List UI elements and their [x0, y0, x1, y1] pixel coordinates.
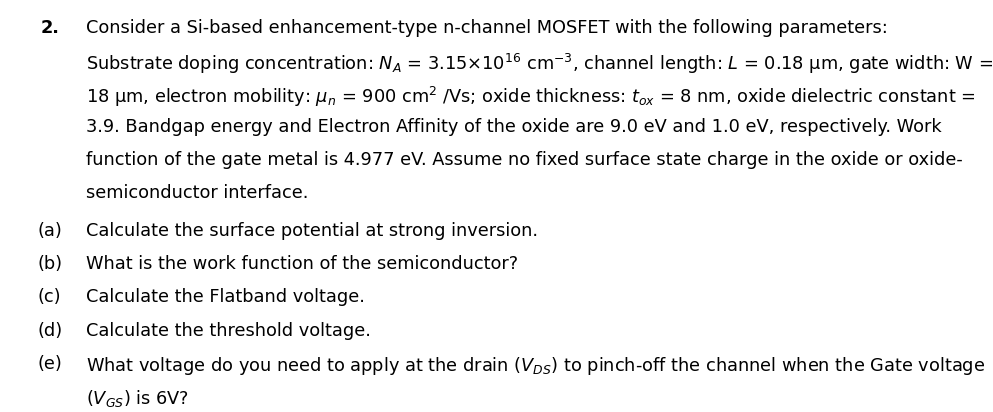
Text: function of the gate metal is 4.977 eV. Assume no fixed surface state charge in : function of the gate metal is 4.977 eV. … [85, 151, 962, 169]
Text: 3.9. Bandgap energy and Electron Affinity of the oxide are 9.0 eV and 1.0 eV, re: 3.9. Bandgap energy and Electron Affinit… [85, 118, 941, 136]
Text: What voltage do you need to apply at the drain ($V_{DS}$) to pinch-off the chann: What voltage do you need to apply at the… [85, 355, 985, 377]
Text: 2.: 2. [41, 19, 60, 37]
Text: Substrate doping concentration: $N_A$ = 3.15×10$^{16}$ cm$^{-3}$, channel length: Substrate doping concentration: $N_A$ = … [85, 52, 993, 76]
Text: (b): (b) [37, 255, 63, 274]
Text: ($V_{GS}$) is 6V?: ($V_{GS}$) is 6V? [85, 388, 189, 409]
Text: 18 μm, electron mobility: $\mu_n$ = 900 cm$^2$ /Vs; oxide thickness: $t_{ox}$ = : 18 μm, electron mobility: $\mu_n$ = 900 … [85, 85, 975, 109]
Text: (c): (c) [37, 288, 61, 307]
Text: semiconductor interface.: semiconductor interface. [85, 184, 308, 202]
Text: (a): (a) [37, 222, 62, 240]
Text: What is the work function of the semiconductor?: What is the work function of the semicon… [85, 255, 518, 274]
Text: Calculate the surface potential at strong inversion.: Calculate the surface potential at stron… [85, 222, 538, 240]
Text: (d): (d) [37, 322, 63, 339]
Text: Calculate the Flatband voltage.: Calculate the Flatband voltage. [85, 288, 364, 307]
Text: (e): (e) [37, 355, 62, 373]
Text: Calculate the threshold voltage.: Calculate the threshold voltage. [85, 322, 370, 339]
Text: Consider a Si-based enhancement-type n-channel MOSFET with the following paramet: Consider a Si-based enhancement-type n-c… [85, 19, 888, 37]
